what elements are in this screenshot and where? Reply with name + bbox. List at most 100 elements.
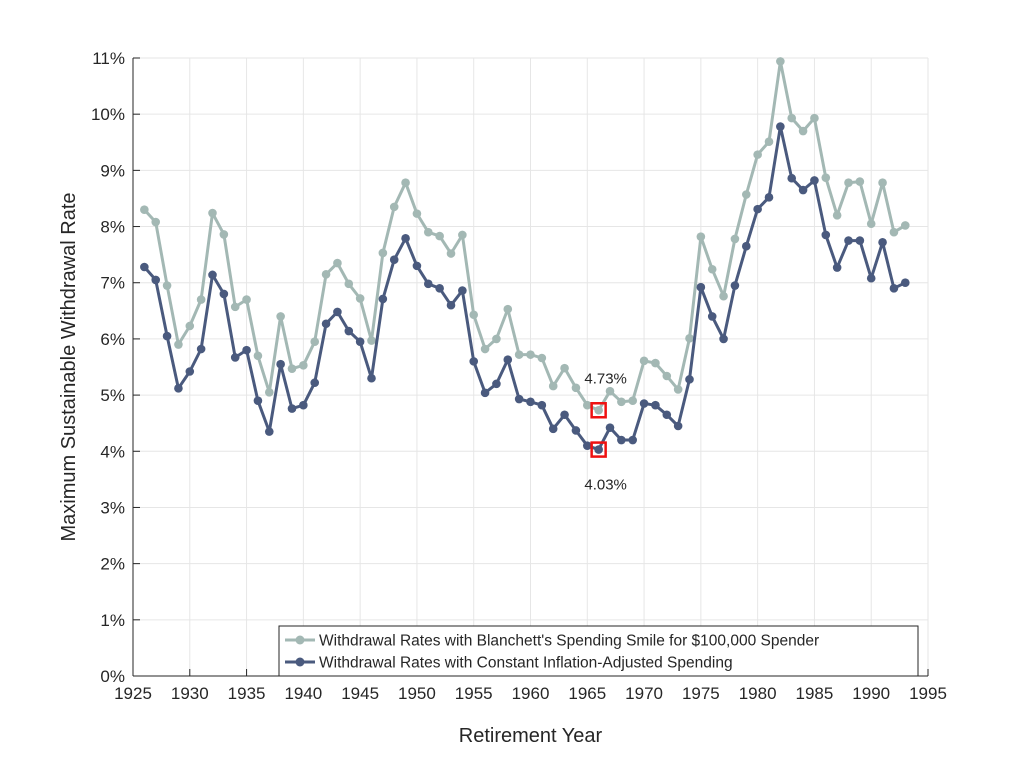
y-tick-label: 8% (100, 218, 125, 237)
data-point (503, 304, 513, 314)
legend-entry-smile: Withdrawal Rates with Blanchett's Spendi… (285, 633, 819, 650)
data-point (617, 397, 626, 407)
x-tick-label: 1985 (796, 684, 834, 703)
data-point (673, 421, 683, 431)
data-point (866, 273, 876, 283)
x-tick-label: 1940 (284, 684, 322, 703)
data-point (287, 364, 297, 373)
data-point (208, 270, 217, 280)
data-point (287, 404, 297, 413)
data-point (469, 310, 479, 320)
data-point (310, 378, 320, 388)
y-tick-label: 11% (92, 49, 125, 68)
y-tick-label: 10% (91, 105, 125, 124)
data-point (582, 441, 592, 450)
data-point (435, 231, 444, 241)
legend-swatch-marker (295, 657, 305, 667)
series-1 (140, 122, 910, 454)
data-point (355, 337, 365, 347)
x-tick-label: 1960 (512, 684, 550, 703)
y-tick-label: 5% (100, 386, 125, 405)
y-tick-label: 0% (100, 667, 125, 686)
data-point (321, 319, 331, 329)
data-point (514, 394, 524, 404)
data-point (741, 241, 751, 251)
data-point (151, 275, 161, 285)
x-tick-label: 1970 (625, 684, 663, 703)
data-point (889, 227, 899, 237)
data-point (594, 405, 603, 415)
data-point (503, 355, 513, 364)
x-tick-label: 1990 (852, 684, 890, 703)
data-point (571, 426, 581, 435)
x-axis-label: Retirement Year (459, 725, 603, 747)
data-point (719, 334, 728, 344)
data-point (821, 173, 831, 182)
data-point (548, 424, 558, 434)
data-point (344, 279, 354, 289)
data-point (162, 331, 172, 341)
data-point (707, 264, 717, 274)
data-point (605, 423, 615, 432)
data-point (333, 258, 342, 268)
data-point (446, 249, 456, 258)
data-point (889, 284, 899, 293)
data-point (310, 337, 320, 347)
data-point (219, 289, 229, 299)
data-point (174, 340, 183, 349)
data-point (844, 178, 853, 188)
highlight-marker (590, 441, 607, 458)
data-point (662, 410, 672, 420)
data-point (832, 211, 842, 220)
data-point (480, 388, 490, 398)
x-tick-label: 1945 (341, 684, 379, 703)
y-tick-label: 4% (100, 442, 125, 461)
data-point (787, 173, 797, 183)
data-point (174, 384, 183, 393)
data-point (140, 205, 149, 214)
annotation-label: 4.03% (584, 477, 627, 494)
data-point (673, 385, 683, 394)
data-point (435, 284, 444, 293)
annotation-layer: 4.73% 4.03% (584, 370, 627, 493)
data-point (401, 178, 410, 188)
data-point (526, 397, 535, 407)
x-tick-label: 1925 (114, 684, 152, 703)
data-point (810, 113, 819, 123)
data-point (741, 190, 751, 199)
data-point (605, 386, 615, 396)
data-point (730, 234, 740, 244)
x-tick-label: 1935 (228, 684, 266, 703)
data-point (355, 294, 365, 303)
data-point (685, 334, 694, 343)
data-point (526, 350, 535, 359)
legend-swatch-marker (295, 635, 305, 645)
data-point (423, 279, 433, 289)
series-line (143, 59, 907, 412)
data-point (628, 435, 638, 445)
data-point (253, 396, 263, 406)
data-point (844, 236, 853, 245)
data-point (787, 113, 797, 123)
y-tick-label: 7% (100, 274, 125, 293)
series-0 (140, 57, 910, 415)
y-axis-label: Maximum Sustainable Withdrawal Rate (58, 192, 80, 541)
data-point (764, 193, 774, 202)
legend-entry-constant: Withdrawal Rates with Constant Inflation… (285, 655, 733, 672)
data-point (492, 334, 501, 344)
data-point (776, 57, 785, 66)
data-point (764, 137, 774, 147)
data-point (810, 176, 819, 185)
grid-lines (132, 57, 929, 677)
data-point (378, 294, 388, 304)
data-point (855, 236, 865, 245)
data-point (798, 126, 808, 136)
data-point (219, 230, 229, 239)
data-point (412, 261, 422, 271)
data-point (753, 204, 762, 214)
data-point (878, 237, 887, 247)
data-point (582, 400, 592, 410)
data-point (344, 326, 354, 336)
x-tick-label: 1965 (568, 684, 606, 703)
data-point (651, 358, 660, 368)
